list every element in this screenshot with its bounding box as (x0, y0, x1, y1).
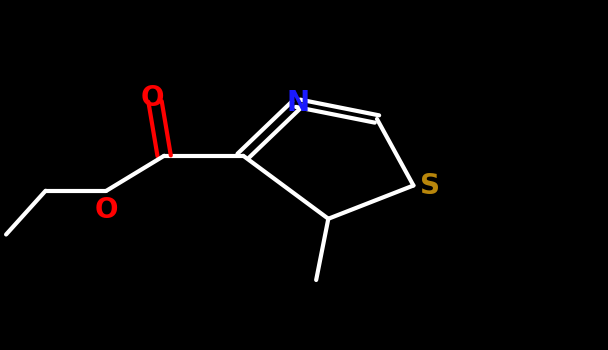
Text: N: N (286, 89, 309, 117)
Text: O: O (140, 84, 164, 112)
Text: S: S (421, 172, 440, 200)
Text: O: O (95, 196, 118, 224)
